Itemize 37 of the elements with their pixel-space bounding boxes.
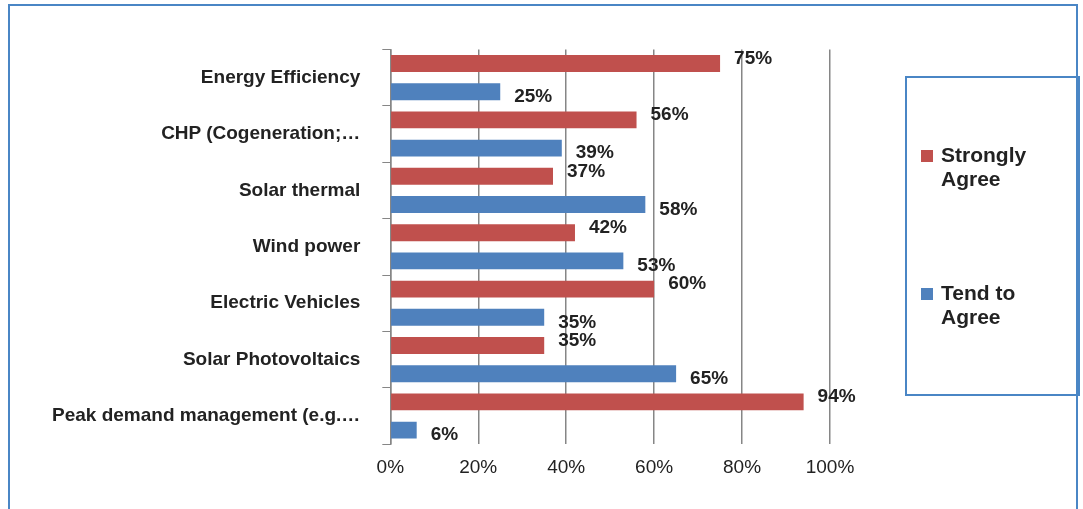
data-label: 58% <box>659 197 698 219</box>
x-tick-label: 40% <box>547 455 586 477</box>
y-tick-label: Electric Vehicles <box>210 291 361 313</box>
bar <box>391 308 545 326</box>
legend-label: Tend to Agree <box>941 281 1017 329</box>
bar <box>391 167 553 185</box>
bar <box>391 111 637 129</box>
data-label: 25% <box>514 84 553 106</box>
y-tick-label: Solar thermal <box>238 178 361 200</box>
x-tick-label: 60% <box>635 455 674 477</box>
bar <box>391 421 417 439</box>
bar <box>391 224 575 242</box>
bar <box>391 139 562 157</box>
y-tick-label: Wind power <box>252 235 361 257</box>
y-tick-label: CHP (Cogeneration;… <box>161 122 361 144</box>
data-label: 94% <box>817 385 856 407</box>
x-tick-label: 20% <box>459 455 498 477</box>
data-label: 75% <box>734 46 773 68</box>
bar <box>391 196 646 213</box>
bar <box>391 83 501 101</box>
bar <box>391 280 655 298</box>
bar <box>391 55 721 72</box>
x-tick-label: 0% <box>376 455 405 477</box>
y-tick-label: Solar Photovoltaics <box>182 347 361 369</box>
bar <box>391 393 804 411</box>
x-tick-label: 100% <box>805 455 855 477</box>
x-tick-label: 80% <box>723 455 762 477</box>
data-label: 6% <box>430 423 459 445</box>
data-label: 42% <box>588 215 628 237</box>
bar <box>391 337 545 354</box>
data-label: 56% <box>650 103 689 125</box>
legend-label: Strongly Agree <box>941 143 1028 191</box>
bar <box>391 252 624 270</box>
y-tick-label: Peak demand management (e.g.… <box>51 404 361 426</box>
bar <box>391 365 677 383</box>
y-tick-label: Energy Efficiency <box>200 65 361 87</box>
data-label: 65% <box>690 366 729 388</box>
